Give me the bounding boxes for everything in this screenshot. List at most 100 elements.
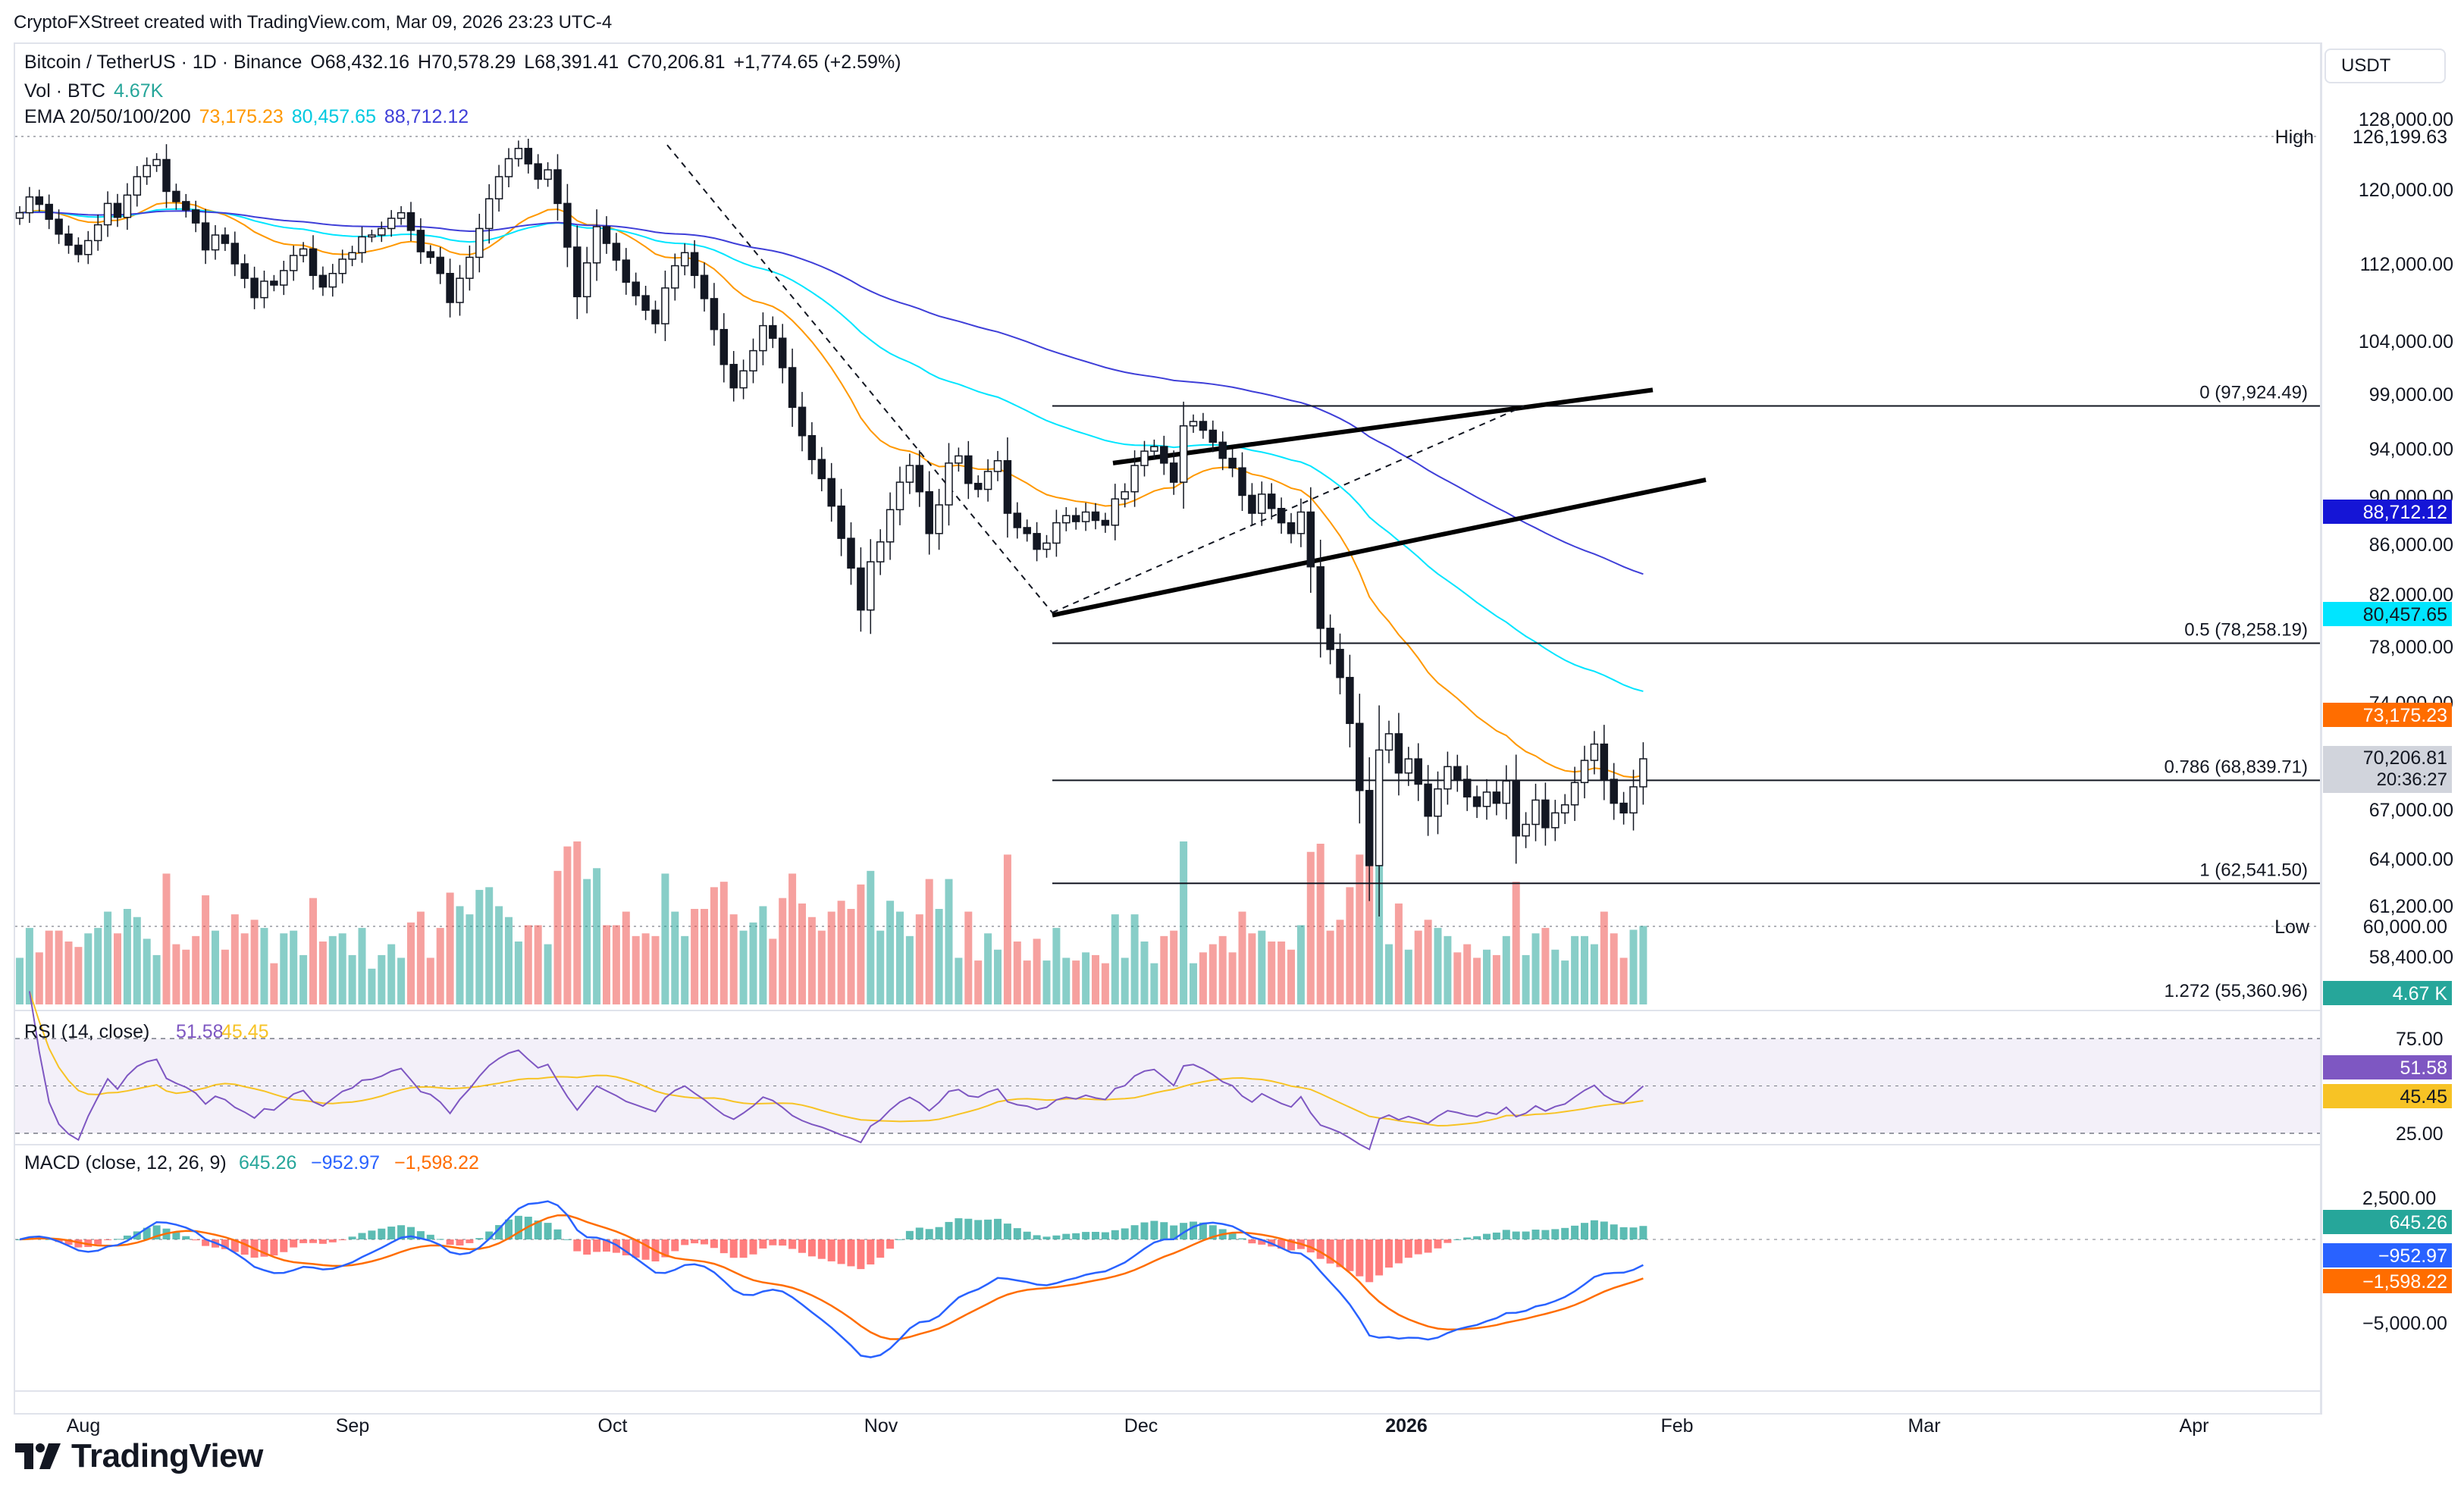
candle-body — [612, 243, 621, 261]
volume-bar — [514, 942, 522, 1004]
volume-bar — [573, 841, 582, 1004]
candle-body — [1482, 791, 1491, 807]
macd-hist-bar — [612, 1239, 620, 1253]
high-value: 70,578.29 — [431, 52, 516, 73]
candle-body — [1238, 467, 1246, 497]
ema50-badge: 80,457.65 — [2363, 604, 2447, 625]
macd-hist-bar — [641, 1239, 650, 1260]
volume-bar — [182, 949, 190, 1004]
candle-body — [524, 148, 533, 164]
candle-body — [1218, 441, 1227, 459]
volume-bar — [837, 901, 845, 1004]
macd-hist-bar — [710, 1239, 718, 1249]
ema-lines — [19, 202, 1644, 779]
ema50-value: 80,457.65 — [291, 106, 376, 127]
ema-legend[interactable]: EMA 20/50/100/200 73,175.23 80,457.65 88… — [24, 106, 469, 128]
price-tick-label: 86,000.00 — [2369, 534, 2453, 556]
volume-bar — [133, 916, 141, 1004]
macd-hist-bar — [573, 1239, 582, 1252]
volume-bar — [299, 954, 308, 1004]
volume-bar — [1453, 952, 1462, 1004]
ema20-value: 73,175.23 — [199, 106, 284, 127]
macd-hist-bar — [182, 1236, 190, 1239]
macd-hist-bar — [1258, 1239, 1266, 1245]
volume-bar — [1013, 942, 1021, 1004]
candle-body — [1541, 799, 1550, 829]
volume-bar — [55, 930, 63, 1004]
volume-bar — [798, 903, 806, 1004]
candle-body — [1472, 796, 1481, 807]
volume-bar — [1492, 954, 1500, 1004]
macd-hist-bar — [779, 1239, 787, 1246]
macd-signal-value: −1,598.22 — [394, 1152, 479, 1173]
candle-body — [1140, 450, 1149, 466]
candle-body — [1610, 779, 1618, 804]
ema20-badge: 73,175.23 — [2363, 705, 2447, 726]
candle-body — [622, 259, 631, 283]
ema-label: EMA 20/50/100/200 — [24, 106, 191, 127]
candle-body — [983, 471, 992, 490]
candle-body — [456, 277, 464, 303]
volume-bar — [1610, 933, 1618, 1004]
macd-hist-bar — [1453, 1239, 1462, 1240]
candle-body — [955, 455, 963, 464]
candle-body — [230, 243, 240, 265]
volume-bar — [632, 935, 640, 1004]
macd-hist-bar — [123, 1235, 131, 1239]
candle-body — [1365, 790, 1374, 866]
price-tick-label: 128,000.00 — [2359, 109, 2453, 130]
low-label: Low — [2274, 916, 2310, 938]
macd-hist-bar — [299, 1239, 308, 1243]
ema100-value: 88,712.12 — [384, 106, 469, 127]
volume-bar — [1365, 849, 1374, 1004]
macd-hist-bar — [1248, 1239, 1256, 1244]
volume-bar — [710, 887, 718, 1004]
macd-hist-bar — [1619, 1227, 1628, 1239]
volume-bar — [1277, 942, 1286, 1004]
rsi-ma-line — [28, 991, 1644, 1126]
fib-swing-line — [666, 144, 1053, 613]
volume-bar — [524, 925, 532, 1004]
volume-bar — [1208, 944, 1217, 1004]
candle-body — [289, 255, 298, 271]
currency-button[interactable]: USDT — [2324, 49, 2446, 83]
volume-bar — [221, 949, 229, 1004]
candle-body — [1296, 511, 1306, 534]
macd-hist-bar — [671, 1239, 679, 1252]
volume-bar — [1228, 952, 1237, 1004]
macd-hist-value: 645.26 — [239, 1152, 296, 1173]
tradingview-logo[interactable]: TradingView — [15, 1437, 263, 1475]
symbol-legend[interactable]: Bitcoin / TetherUS · 1D · Binance O68,43… — [24, 52, 901, 73]
price-tick-label: 64,000.00 — [2369, 849, 2453, 870]
macd-hist-bar — [397, 1225, 406, 1239]
macd-hist-bar — [1424, 1239, 1432, 1253]
candle-body — [661, 287, 669, 324]
candle-body — [55, 218, 63, 235]
macd-hist-bar — [1541, 1230, 1550, 1239]
volume-label: Vol · BTC — [24, 80, 105, 102]
rsi-badge: 51.58 — [2400, 1058, 2447, 1079]
macd-hist-bar — [583, 1239, 591, 1255]
volume-bar — [1003, 854, 1011, 1004]
low-value: 60,000.00 — [2363, 916, 2447, 938]
candle-body — [514, 148, 523, 160]
volume-bar — [955, 957, 963, 1004]
macd-hist-bar — [16, 1239, 24, 1240]
candle-body — [1287, 522, 1296, 534]
volume-bar — [641, 933, 650, 1004]
rsi-tick-label: 25.00 — [2396, 1123, 2444, 1145]
volume-bar — [1130, 914, 1139, 1004]
volume-legend[interactable]: Vol · BTC 4.67K — [24, 80, 163, 102]
volume-bar — [202, 895, 210, 1004]
macd-hist-bar — [632, 1239, 640, 1258]
macd-hist-bar — [280, 1239, 288, 1252]
candle-body — [152, 158, 161, 167]
macd-hist-bar — [514, 1215, 522, 1239]
macd-hist-bar — [1581, 1223, 1588, 1239]
rsi-tick-label: 75.00 — [2396, 1029, 2444, 1050]
price-tick-label: 78,000.00 — [2369, 637, 2453, 658]
candle-body — [935, 504, 943, 534]
volume-bar — [1199, 952, 1207, 1004]
volume-bar — [1042, 960, 1051, 1004]
